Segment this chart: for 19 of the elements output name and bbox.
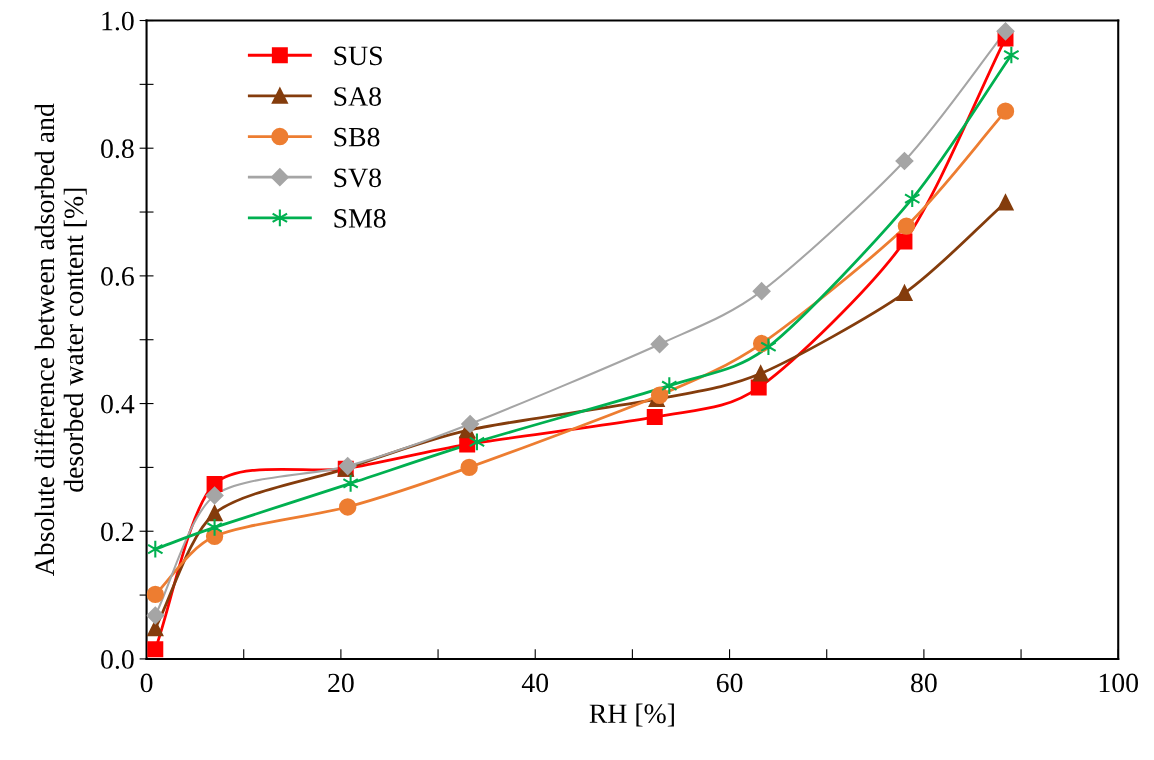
x-tick-label: 60	[716, 673, 743, 693]
y-tick-label: 0.0	[101, 650, 134, 669]
legend-label: SUS	[334, 46, 382, 66]
y-tick-label: 0.4	[101, 394, 135, 414]
y-tick-label: 0.2	[101, 522, 134, 542]
y-tick-label: 1.0	[102, 11, 134, 31]
legend-label: SM8	[334, 209, 386, 228]
x-tick-label: 80	[911, 673, 937, 693]
legend-label: SB8	[334, 127, 380, 147]
legend-label: SV8	[334, 168, 381, 188]
x-tick-label: 100	[1099, 673, 1138, 693]
x-tick-label: 0	[140, 673, 153, 693]
y-axis-title: Absolute difference between adsorbed and desorbed water content [%]	[34, 103, 87, 576]
legend-label: SA8	[334, 87, 381, 106]
y-tick-label: 0.6	[101, 267, 134, 286]
y-tick-label: 0.8	[101, 139, 134, 159]
x-tick-label: 20	[328, 673, 354, 693]
x-axis-title: RH [%]	[589, 703, 674, 727]
x-tick-label: 40	[521, 673, 549, 693]
